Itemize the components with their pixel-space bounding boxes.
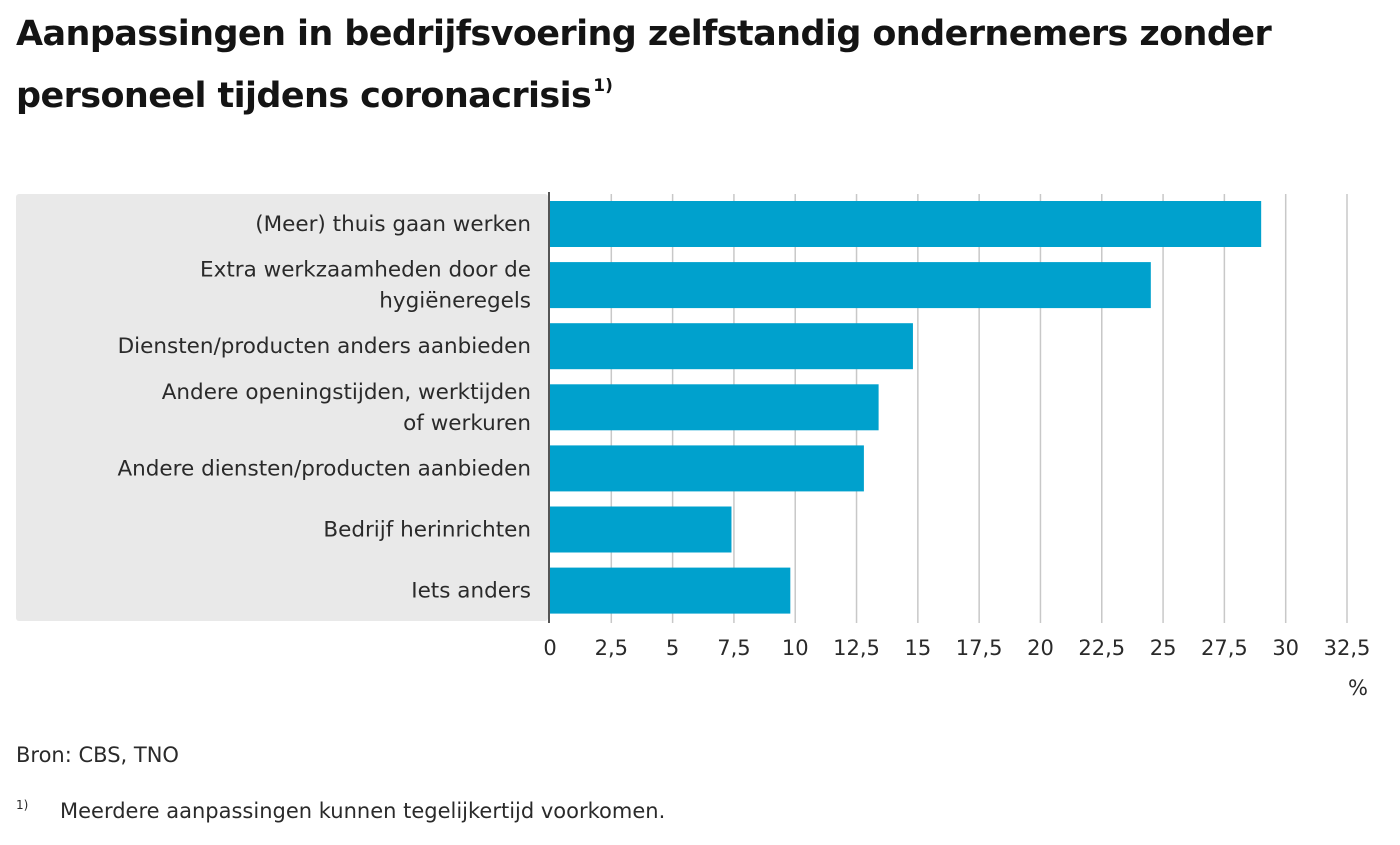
footnote-mark: 1)	[16, 798, 29, 812]
category-label: Andere openingstijden, werktijden of werk…	[162, 380, 531, 436]
x-tick-label: 27,5	[1201, 636, 1248, 660]
source-note: Bron: CBS, TNO	[16, 743, 179, 767]
bar	[550, 262, 1151, 309]
bar	[550, 323, 913, 370]
x-tick-label: 5	[666, 636, 679, 660]
bar	[550, 567, 791, 614]
bar	[550, 384, 879, 431]
chart-title-text: Aanpassingen in bedrijfsvoering zelfstan…	[16, 14, 1272, 116]
bar	[550, 445, 864, 492]
category-label: Diensten/producten anders aanbieden	[118, 334, 531, 359]
x-tick-label: 10	[782, 636, 809, 660]
category-label: (Meer) thuis gaan werken	[255, 212, 531, 237]
x-tick-label: 25	[1150, 636, 1177, 660]
category-label: Extra werkzaamheden door de hygiëneregels	[200, 258, 531, 314]
label-band	[16, 194, 548, 621]
x-tick-label: 0	[543, 636, 556, 660]
x-tick-label: 20	[1027, 636, 1054, 660]
bars	[550, 201, 1262, 614]
x-tick-label: 7,5	[717, 636, 750, 660]
footnote: 1) Meerdere aanpassingen kunnen tegelijke…	[16, 798, 665, 823]
category-label: Andere diensten/producten aanbieden	[117, 456, 531, 481]
title-footnote-mark: 1)	[593, 76, 613, 96]
x-tick-label: 32,5	[1324, 636, 1371, 660]
bar	[550, 201, 1262, 247]
x-tick-label: 2,5	[595, 636, 628, 660]
category-label: Iets anders	[411, 579, 531, 604]
x-axis-label: %	[1348, 676, 1368, 700]
bar	[550, 506, 732, 553]
bar-chart: (Meer) thuis gaan werken Extra werkzaamhe…	[16, 192, 1370, 700]
category-label: Bedrijf herinrichten	[323, 518, 531, 543]
x-tick-label: 30	[1272, 636, 1299, 660]
x-tick-label: 15	[904, 636, 931, 660]
chart-title: Aanpassingen in bedrijfsvoering zelfstan…	[16, 8, 1386, 122]
x-tick-labels: 0 2,5 5 7,5 10 12,5 15 17,5 20 22,5 25 27,5 30 32,5	[543, 636, 1370, 660]
x-tick-label: 22,5	[1078, 636, 1125, 660]
category-labels: (Meer) thuis gaan werken Extra werkzaamhe…	[117, 212, 531, 604]
x-tick-label: 12,5	[833, 636, 880, 660]
footnote-text: Meerdere aanpassingen kunnen tegelijkert…	[60, 799, 666, 823]
x-tick-label: 17,5	[956, 636, 1003, 660]
